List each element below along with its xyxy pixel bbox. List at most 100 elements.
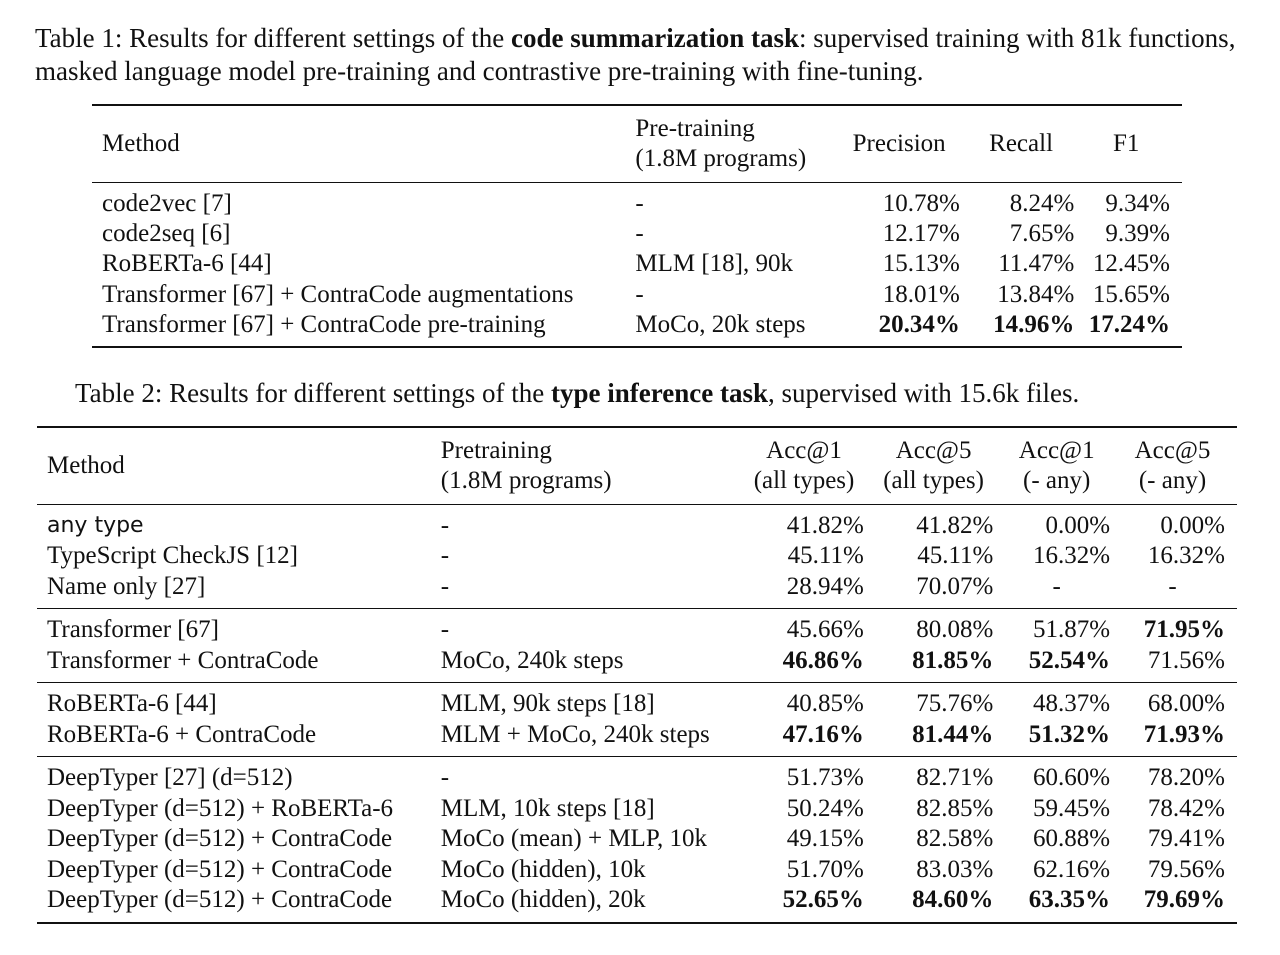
pretraining-cell: MLM + MoCo, 240k steps — [440, 720, 710, 748]
table-row: Transformer + ContraCode MoCo, 240k steps… — [37, 646, 1237, 683]
acc1-all-cell: 49.15% — [786, 825, 864, 853]
acc1-all-cell: 41.82% — [786, 511, 864, 539]
table2-header-acc1-all-line1: Acc@1 — [766, 436, 842, 464]
acc1-all-cell: 40.85% — [744, 682, 874, 720]
table2-group: any type -41.82% 41.82% 0.00% 0.00% TypeScrip… — [37, 504, 1237, 609]
acc5-any-cell: 79.69% — [1143, 886, 1225, 914]
table1: Method Pre-training (1.8M programs) Prec… — [92, 104, 1182, 348]
acc5-any-cell: 71.56% — [1147, 646, 1225, 674]
method-cell: DeepTyper (d=512) + ContraCode — [47, 886, 393, 914]
method-cell: TypeScript CheckJS [12] — [47, 542, 298, 570]
table1-caption-bold: code summarization task — [511, 23, 799, 53]
acc1-all-cell: 46.86% — [782, 646, 864, 674]
precision-cell: 20.34% — [878, 311, 960, 338]
method-cell: Name only [27] — [47, 572, 206, 600]
method-cell: RoBERTa-6 [44] — [37, 682, 441, 720]
table1-caption-post: : supervised training with 81k functions… — [35, 23, 1236, 86]
table2-group: Transformer [67] -45.66% 80.08% 51.87% 71.95… — [37, 608, 1237, 683]
pretraining-cell: - — [440, 756, 745, 794]
acc5-any-cell: 16.32% — [1147, 542, 1225, 570]
table2-header-pretraining: Pretraining (1.8M programs) — [440, 427, 745, 505]
acc1-any-cell: 59.45% — [1032, 794, 1111, 822]
table-row: TypeScript CheckJS [12] - 45.11% 45.11% 16.3… — [37, 541, 1237, 572]
method-cell: Transformer + ContraCode — [47, 646, 319, 674]
table-row: DeepTyper (d=512) + ContraCode MoCo (hidd… — [37, 885, 1237, 923]
pretraining-cell: - — [440, 511, 450, 539]
recall-cell: 13.84% — [997, 280, 1075, 308]
table-row: DeepTyper (d=512) + RoBERTa-6 MLM, 10k st… — [37, 794, 1237, 825]
pretraining-cell: - — [635, 280, 644, 308]
table-row: any type - 41.82% 41.82% 0.00% 0.00% — [37, 504, 1237, 541]
acc5-all-cell: 81.44% — [912, 720, 994, 748]
table2-header-acc1-all: Acc@1 (all types) — [744, 427, 874, 505]
pretraining-cell: - — [635, 189, 644, 217]
acc1-all-cell: 51.70% — [786, 855, 864, 883]
f1-cell: 15.65% — [1092, 280, 1170, 308]
precision-cell: 12.17% — [882, 219, 960, 247]
method-cell: DeepTyper (d=512) + ContraCode — [47, 855, 393, 883]
pretraining-cell: MoCo (mean) + MLP, 10k — [440, 825, 707, 853]
table-row: DeepTyper [27] (d=512) -51.73% 82.71% 60.60… — [37, 756, 1237, 794]
table-row: Transformer [67] + ContraCode augmentati… — [92, 280, 1182, 311]
table1-header-pretraining-line1: Pre-training — [635, 114, 755, 142]
pretraining-cell: - — [440, 608, 745, 646]
table2-header-acc1-all-line2: (all types) — [753, 466, 855, 494]
table2-header-acc5-all: Acc@5 (all types) — [873, 427, 1004, 505]
method-cell: DeepTyper (d=512) + ContraCode — [47, 825, 393, 853]
acc5-all-cell: 84.60% — [912, 886, 994, 914]
table2-header-acc1-any: Acc@1 (- any) — [1003, 427, 1121, 505]
method-cell: code2vec [7] — [102, 189, 232, 217]
table1-header-pretraining-line2: (1.8M programs) — [635, 144, 807, 172]
method-cell: RoBERTa-6 [44] — [102, 250, 272, 278]
acc1-any-cell: 62.16% — [1032, 855, 1111, 883]
table2: Method Pretraining (1.8M programs) Acc@1… — [37, 426, 1237, 924]
table1-header: Method Pre-training (1.8M programs) Prec… — [92, 105, 1182, 183]
table-row: RoBERTa-6 [44] MLM [18], 90k 15.13% 11.47% 1… — [92, 249, 1182, 280]
acc5-all-cell: 70.07% — [916, 572, 994, 600]
method-cell: Transformer [67] + ContraCode augmentati… — [102, 280, 574, 308]
table1-header-precision: Precision — [838, 105, 968, 183]
table-row: code2vec [7] - 10.78% 8.24% 9.34% — [92, 182, 1182, 219]
recall-cell: 8.24% — [1009, 189, 1075, 217]
acc1-any-cell: 48.37% — [1003, 682, 1121, 720]
acc1-all-cell: 45.11% — [787, 542, 864, 570]
pretraining-cell: - — [635, 219, 644, 247]
method-cell: RoBERTa-6 + ContraCode — [47, 720, 317, 748]
table2-header-pretraining-line2: (1.8M programs) — [440, 466, 612, 494]
acc1-any-cell: 51.87% — [1003, 608, 1121, 646]
table2-header-acc5-any: Acc@5 (- any) — [1120, 427, 1237, 505]
table1-header-f1: F1 — [1082, 105, 1182, 183]
table-row: Transformer [67] + ContraCode pre-traini… — [92, 310, 1182, 347]
table2-group: RoBERTa-6 [44] MLM, 90k steps [18] 40.85% 7… — [37, 682, 1237, 757]
acc1-all-cell: 52.65% — [782, 886, 864, 914]
table-row: Name only [27] - 28.94% 70.07% - - — [37, 572, 1237, 609]
table-row: DeepTyper (d=512) + ContraCode MoCo (hidd… — [37, 855, 1237, 886]
acc1-any-cell: 16.32% — [1032, 542, 1111, 570]
acc5-any-cell: 79.41% — [1147, 825, 1225, 853]
table2-caption-pre: Table 2: Results for different settings … — [75, 378, 552, 408]
acc1-any-cell: 63.35% — [1028, 886, 1111, 914]
acc5-any-cell: 79.56% — [1147, 855, 1225, 883]
acc5-all-cell: 80.08% — [873, 608, 1004, 646]
table2-header-acc5-any-line1: Acc@5 — [1134, 436, 1211, 464]
table2-header-acc1-any-line1: Acc@1 — [1018, 436, 1095, 464]
table1-header-method: Method — [92, 105, 636, 183]
table2-header-acc5-all-line2: (all types) — [883, 466, 984, 494]
method-cell: Transformer [67] + ContraCode pre-traini… — [102, 311, 546, 338]
acc1-all-cell: 28.94% — [786, 572, 864, 600]
table1-header-pretraining: Pre-training (1.8M programs) — [635, 105, 839, 183]
table2-header-acc5-any-line2: (- any) — [1138, 466, 1207, 494]
table1-caption-pre: Table 1: Results for different settings … — [35, 23, 512, 53]
pretraining-cell: - — [440, 542, 450, 570]
f1-cell: 12.45% — [1092, 250, 1170, 278]
table2-caption: Table 2: Results for different settings … — [75, 377, 1255, 410]
precision-cell: 10.78% — [882, 189, 960, 217]
acc1-any-cell: 52.54% — [1028, 646, 1111, 674]
pretraining-cell: MLM, 10k steps [18] — [440, 794, 655, 822]
table-row: Transformer [67] -45.66% 80.08% 51.87% 71.95… — [37, 608, 1237, 646]
table1-caption: Table 1: Results for different settings … — [35, 22, 1265, 88]
acc5-any-cell: 0.00% — [1160, 511, 1225, 539]
table-row: RoBERTa-6 [44] MLM, 90k steps [18] 40.85% 7… — [37, 682, 1237, 720]
pretraining-cell: - — [440, 572, 450, 600]
f1-cell: 9.34% — [1105, 189, 1170, 217]
